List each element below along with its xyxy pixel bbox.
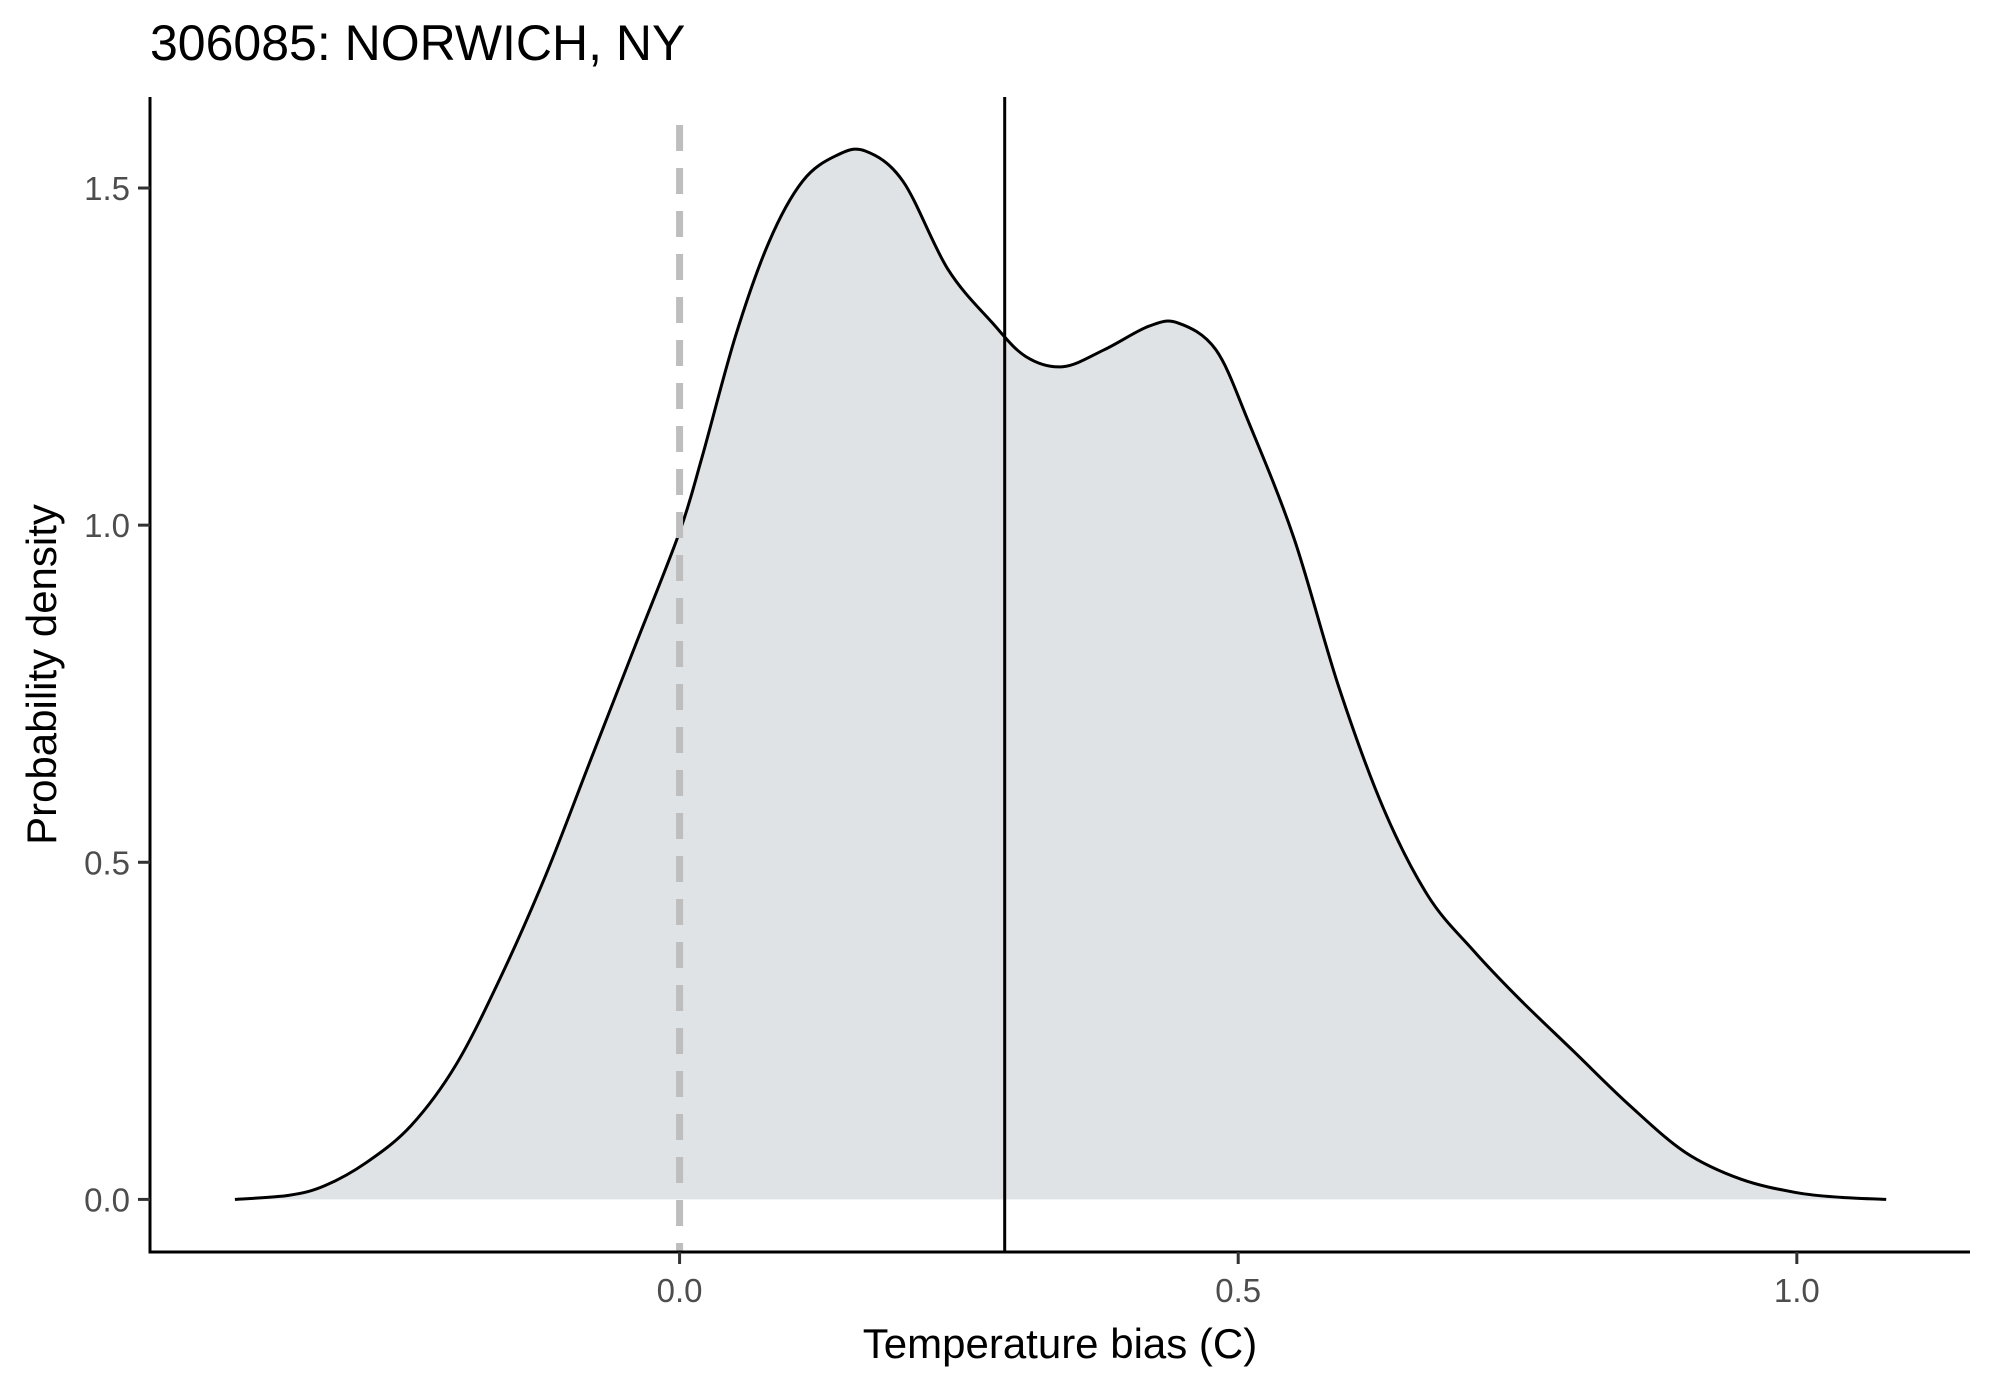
x-axis-title: Temperature bias (C) (863, 1320, 1257, 1367)
axes: 0.0 0.5 1.0 0.0 0.5 1.0 1.5 (84, 97, 1970, 1309)
plot-area (234, 97, 1887, 1252)
y-tick-label: 0.5 (84, 844, 130, 881)
chart-title: 306085: NORWICH, NY (150, 15, 685, 71)
x-tick-label: 0.0 (657, 1272, 703, 1309)
density-curve (234, 147, 1887, 1201)
y-tick-label: 0.0 (84, 1181, 130, 1218)
y-tick-label: 1.0 (84, 507, 130, 544)
y-tick-label: 1.5 (84, 170, 130, 207)
x-tick-label: 1.0 (1774, 1272, 1820, 1309)
y-axis-title: Probability density (18, 504, 65, 845)
density-area (234, 149, 1887, 1200)
x-tick-label: 0.5 (1215, 1272, 1261, 1309)
